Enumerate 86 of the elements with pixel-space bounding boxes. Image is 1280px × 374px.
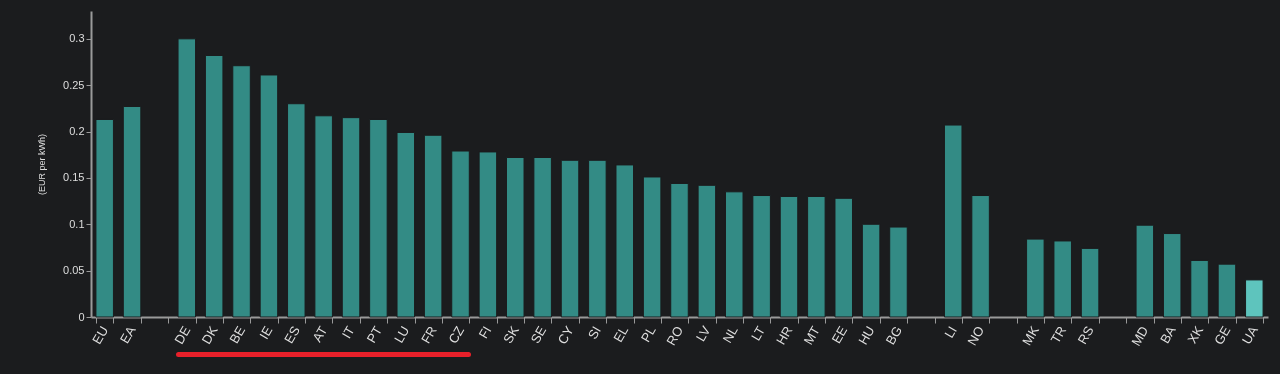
bar bbox=[451, 150, 470, 318]
x-tick-label: TR bbox=[1047, 323, 1070, 347]
bar bbox=[1080, 247, 1100, 318]
y-tick-label: 0 bbox=[78, 310, 85, 323]
x-tick-label: EA bbox=[116, 323, 139, 347]
bar bbox=[95, 118, 114, 318]
y-tick-label: 0.25 bbox=[63, 78, 85, 91]
x-tick-label: MD bbox=[1128, 323, 1152, 349]
y-axis-title: (EUR per kWh) bbox=[37, 133, 48, 196]
bar bbox=[1190, 259, 1209, 318]
bar bbox=[752, 195, 771, 318]
x-tick-label: HR bbox=[773, 323, 796, 348]
x-tick-label: ES bbox=[281, 323, 304, 347]
x-tick-label: LU bbox=[391, 323, 413, 346]
bar bbox=[1162, 233, 1182, 318]
bar bbox=[341, 117, 361, 318]
x-tick-label: CY bbox=[554, 323, 577, 347]
bar bbox=[1135, 224, 1155, 318]
x-tick-label: HU bbox=[855, 323, 878, 348]
x-tick-label: UA bbox=[1238, 323, 1262, 347]
x-tick-label: NO bbox=[964, 323, 988, 348]
bar bbox=[779, 195, 799, 318]
bar bbox=[314, 115, 333, 318]
x-tick-label: RO bbox=[663, 323, 687, 348]
bar bbox=[1245, 279, 1264, 318]
x-tick-label: AT bbox=[309, 323, 331, 345]
x-tick-label: PL bbox=[637, 323, 659, 345]
x-tick-label: SK bbox=[500, 323, 522, 347]
x-tick-label: EL bbox=[610, 323, 632, 345]
x-tick-label: CZ bbox=[445, 323, 468, 347]
x-tick-label: GE bbox=[1211, 323, 1234, 348]
x-tick-label: XK bbox=[1184, 323, 1207, 347]
x-tick-label: SI bbox=[584, 323, 604, 342]
bar bbox=[588, 159, 607, 318]
bar bbox=[889, 226, 908, 318]
bar bbox=[971, 195, 990, 318]
x-tick-label: EE bbox=[828, 323, 851, 347]
bar bbox=[943, 124, 963, 318]
bar bbox=[861, 223, 881, 318]
x-tick-label: PT bbox=[363, 323, 385, 346]
bar bbox=[506, 157, 525, 318]
bar bbox=[369, 118, 388, 318]
bar bbox=[642, 176, 662, 318]
bar bbox=[724, 191, 744, 318]
bar bbox=[834, 197, 853, 318]
y-tick-label: 0.05 bbox=[63, 264, 85, 277]
bar bbox=[533, 157, 552, 318]
x-tick-label: MK bbox=[1019, 323, 1043, 348]
bar bbox=[177, 38, 197, 318]
bar bbox=[697, 184, 717, 318]
bar bbox=[615, 164, 635, 318]
x-tick-label: LI bbox=[941, 323, 960, 341]
bar bbox=[232, 65, 251, 318]
bar bbox=[204, 55, 224, 318]
bar bbox=[396, 131, 416, 318]
bar bbox=[807, 195, 826, 318]
y-tick-label: 0.15 bbox=[63, 171, 85, 184]
bar bbox=[122, 106, 142, 318]
x-tick-label: SE bbox=[527, 323, 550, 347]
x-tick-label: DK bbox=[198, 323, 221, 347]
x-tick-label: LV bbox=[692, 323, 714, 344]
x-tick-label: EU bbox=[89, 323, 112, 347]
bar bbox=[1026, 238, 1045, 318]
x-tick-label: BE bbox=[226, 323, 249, 347]
x-tick-label: RS bbox=[1074, 323, 1097, 347]
x-tick-label: BA bbox=[1157, 323, 1179, 347]
x-tick-label: FR bbox=[418, 323, 440, 347]
bar bbox=[560, 159, 580, 318]
x-tick-label: MT bbox=[800, 323, 823, 348]
bar bbox=[478, 151, 498, 318]
x-tick-label: LT bbox=[748, 323, 769, 344]
x-tick-label: IT bbox=[338, 323, 358, 342]
bar bbox=[1217, 263, 1237, 318]
y-tick-label: 0.1 bbox=[69, 217, 85, 230]
bar bbox=[287, 103, 306, 318]
bar bbox=[670, 182, 689, 318]
x-tick-label: BG bbox=[882, 323, 906, 348]
bar bbox=[259, 74, 279, 318]
x-tick-label: NL bbox=[719, 323, 741, 346]
bar bbox=[1053, 240, 1072, 318]
y-tick-label: 0.3 bbox=[69, 32, 85, 45]
x-tick-label: IE bbox=[256, 323, 276, 342]
x-tick-label: FI bbox=[475, 323, 495, 342]
x-tick-label: DE bbox=[171, 323, 194, 347]
bar bbox=[423, 134, 443, 318]
y-tick-label: 0.2 bbox=[69, 125, 85, 138]
